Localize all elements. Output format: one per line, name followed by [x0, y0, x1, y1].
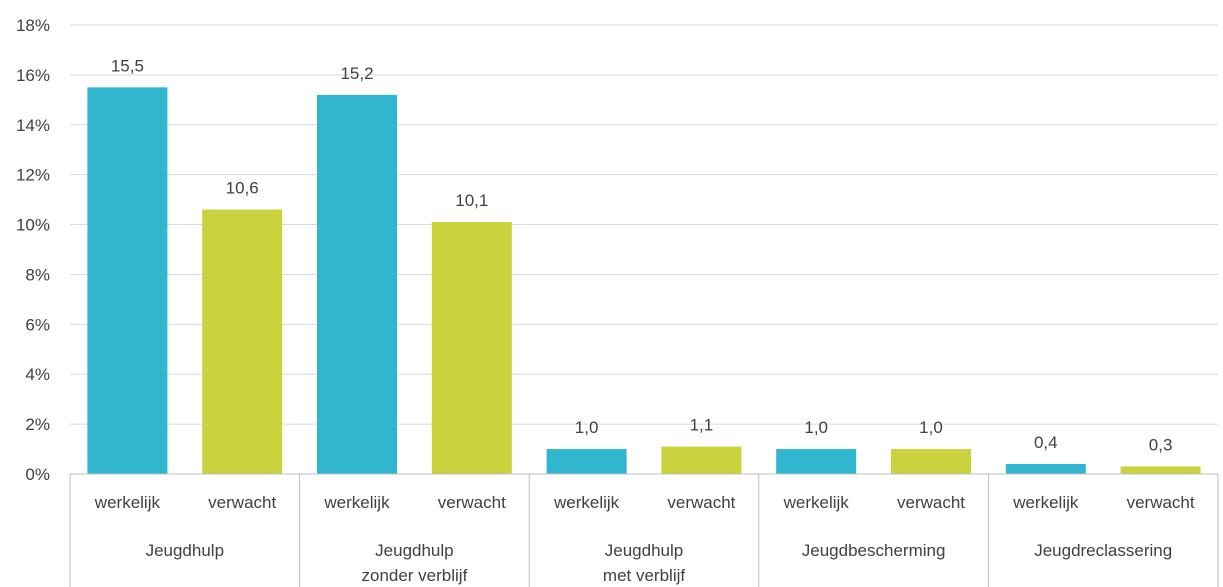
data-label: 10,6: [226, 179, 259, 198]
y-tick-label: 14%: [16, 116, 50, 135]
subcategory-label: verwacht: [897, 493, 965, 512]
bar-werkelijk: [317, 94, 397, 474]
bar-werkelijk: [1005, 464, 1086, 474]
y-axis-tick-labels: 0% 2% 4% 6% 8% 10% 12% 14% 16% 18%: [16, 16, 50, 484]
group-label: Jeugdreclassering: [1034, 541, 1172, 560]
y-tick-label: 6%: [25, 315, 50, 334]
y-tick-label: 12%: [16, 166, 50, 185]
subcategory-label: verwacht: [208, 493, 276, 512]
subcategory-label: werkelijk: [323, 493, 390, 512]
x-axis: werkelijk verwacht Jeugdhulp werkelijk verwa…: [69, 473, 1219, 587]
data-labels: 15,5 10,6 15,2 10,1 1,0 1,1 1,0 1,0 0,4 0,3: [111, 56, 1173, 454]
subcategory-label: verwacht: [667, 493, 735, 512]
bar-werkelijk: [776, 449, 857, 474]
bar-verwacht: [1120, 466, 1201, 474]
data-label: 15,2: [340, 64, 373, 83]
y-tick-label: 8%: [25, 265, 50, 284]
data-label: 15,5: [111, 56, 144, 75]
subcategory-label: werkelijk: [783, 493, 850, 512]
bar-verwacht: [431, 222, 512, 474]
bars: [87, 87, 1201, 475]
y-tick-label: 4%: [25, 365, 50, 384]
data-label: 0,3: [1149, 436, 1173, 455]
y-tick-label: 18%: [16, 16, 50, 35]
subcategory-label: verwacht: [438, 493, 506, 512]
group-label: Jeugdhulp: [146, 541, 224, 560]
data-label: 1,1: [690, 416, 714, 435]
subcategory-label: verwacht: [1127, 493, 1195, 512]
group-label: Jeugdbescherming: [802, 541, 946, 560]
bar-verwacht: [202, 209, 283, 475]
bar-verwacht: [661, 446, 742, 474]
subcategory-label: werkelijk: [553, 493, 620, 512]
data-label: 1,0: [804, 418, 828, 437]
group-label: Jeugdhulp: [375, 541, 453, 560]
y-tick-label: 10%: [16, 216, 50, 235]
data-label: 1,0: [575, 418, 599, 437]
bar-werkelijk: [546, 449, 627, 474]
subcategory-label: werkelijk: [1012, 493, 1079, 512]
group-label: met verblijf: [603, 566, 685, 585]
data-label: 1,0: [919, 418, 943, 437]
group-label: Jeugdhulp: [605, 541, 683, 560]
bar-werkelijk: [87, 87, 168, 474]
bar-verwacht: [891, 449, 971, 474]
y-tick-label: 16%: [16, 66, 50, 85]
y-tick-label: 0%: [25, 465, 50, 484]
data-label: 0,4: [1034, 433, 1058, 452]
y-tick-label: 2%: [25, 415, 50, 434]
subcategory-label: werkelijk: [94, 493, 161, 512]
data-label: 10,1: [455, 191, 488, 210]
group-label: zonder verblijf: [361, 566, 467, 585]
